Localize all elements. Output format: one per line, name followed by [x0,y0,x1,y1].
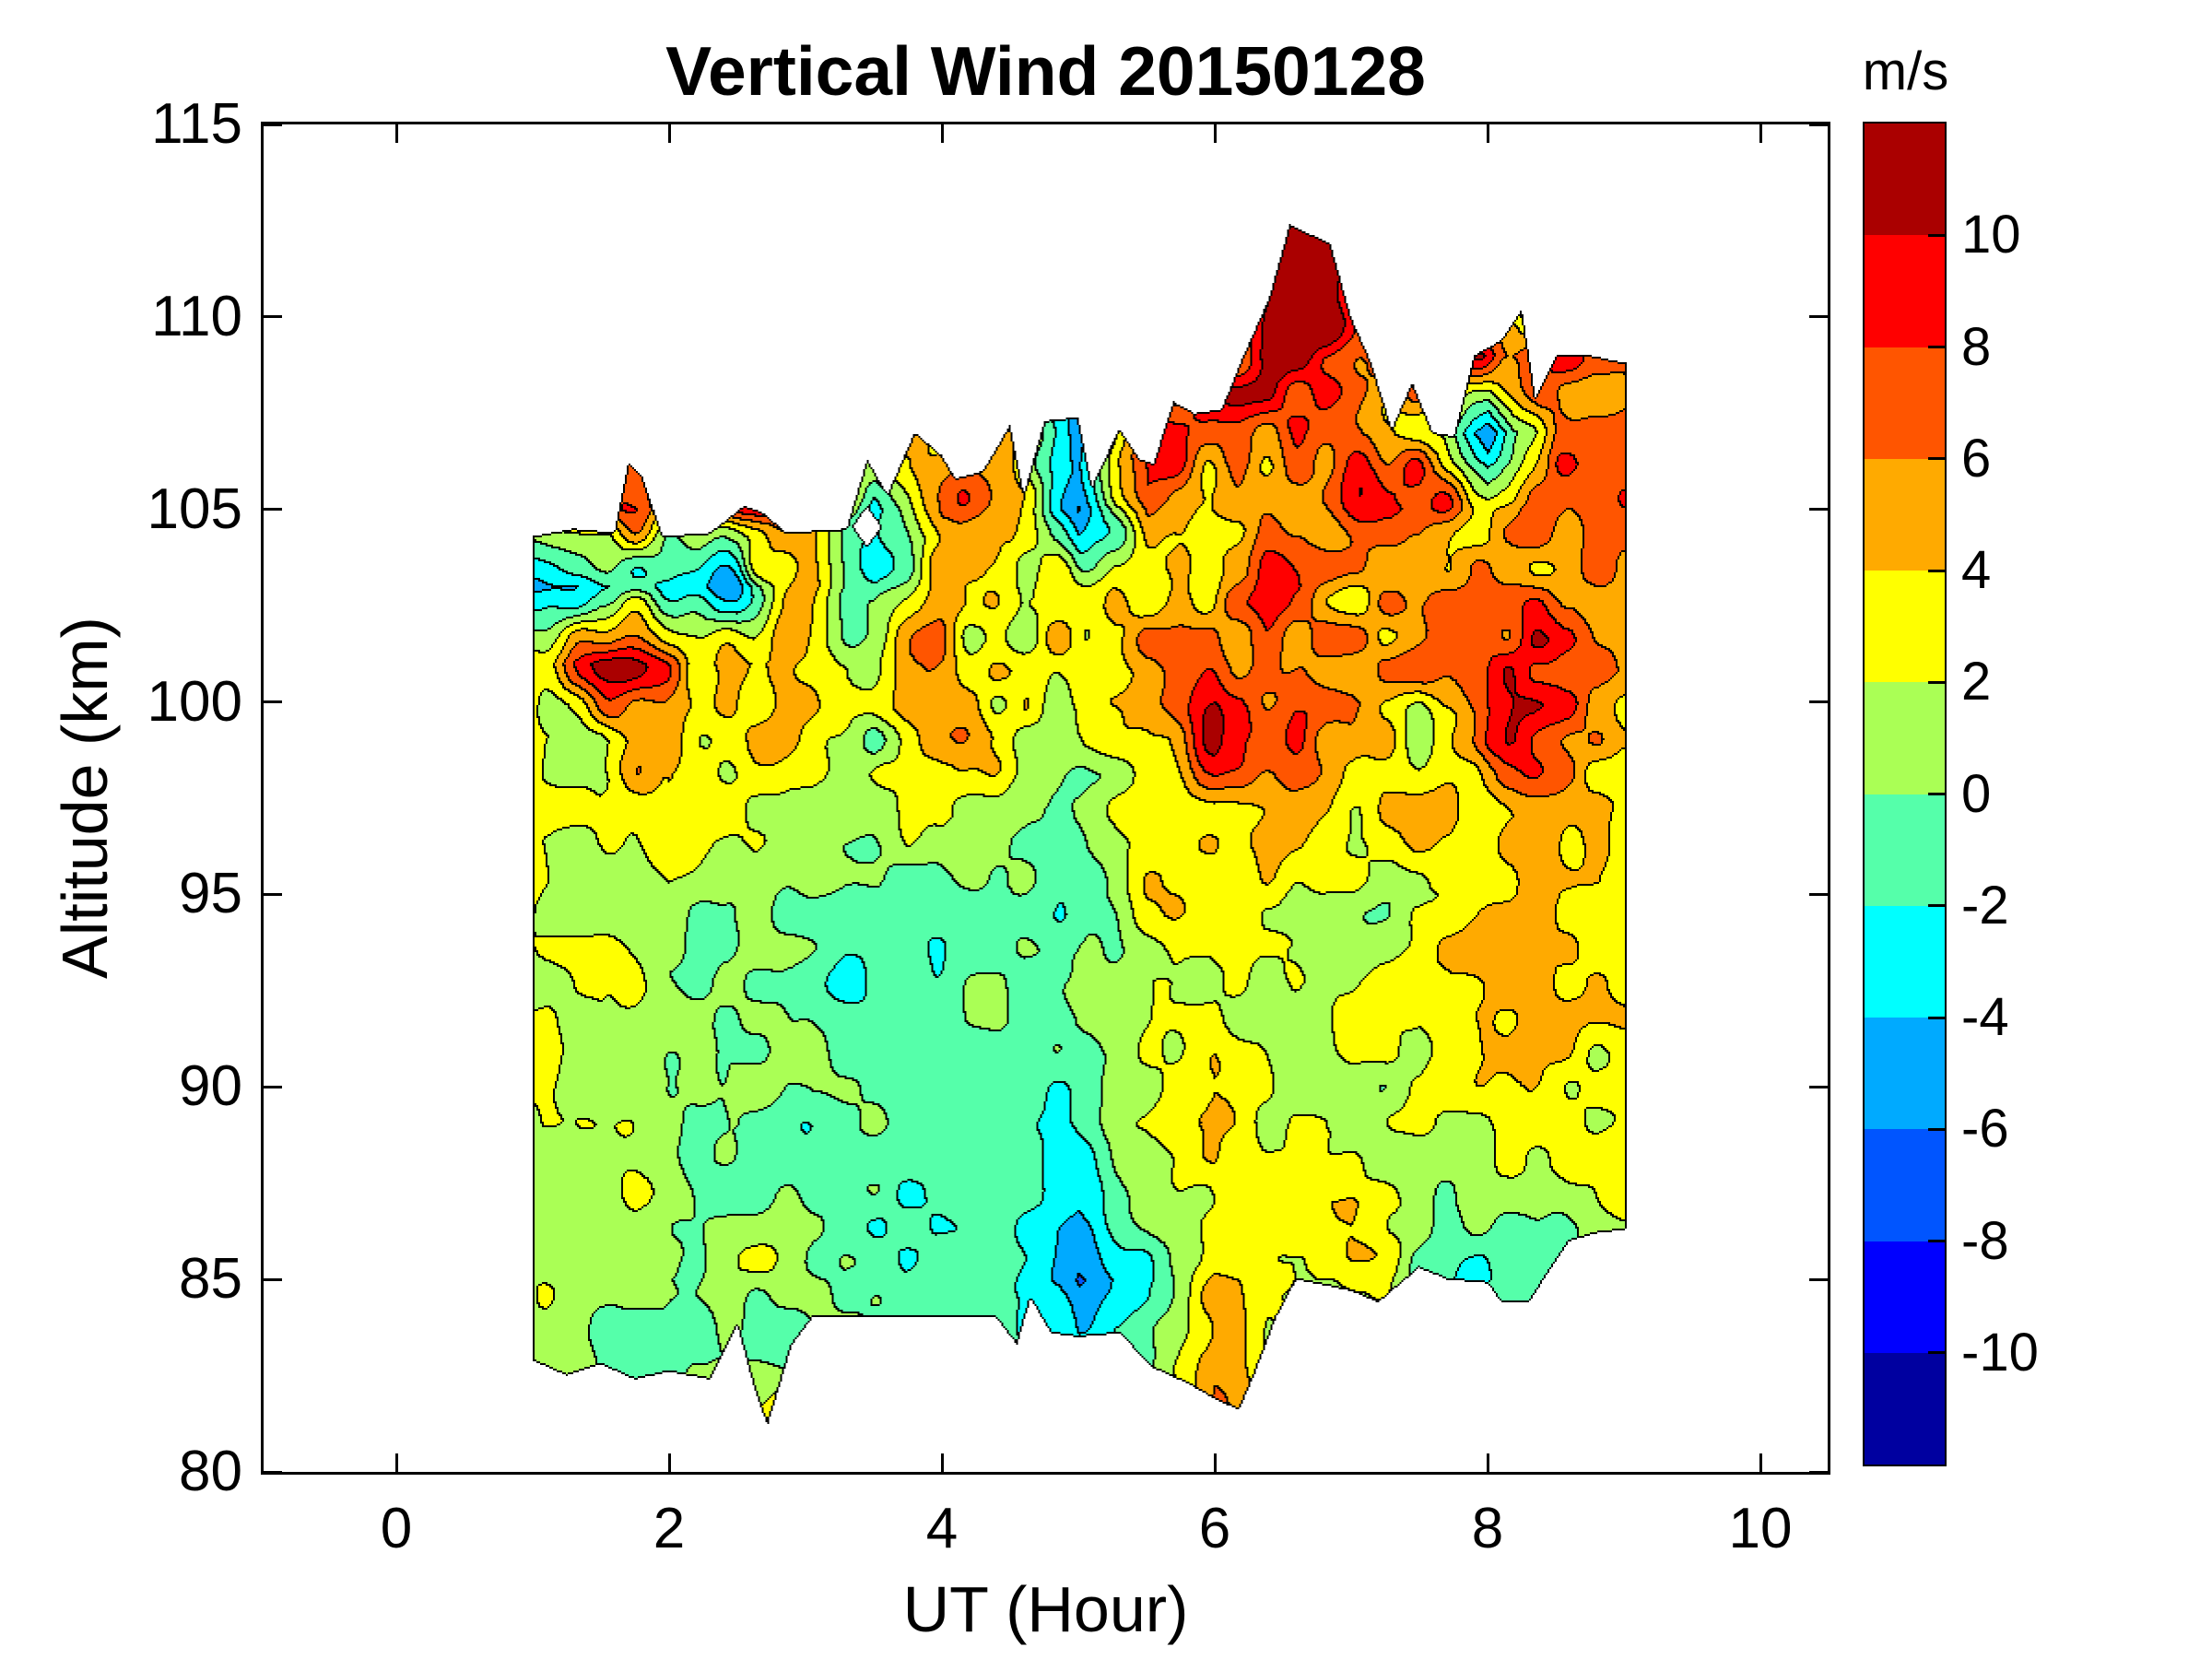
colorbar-segment [1865,458,1945,571]
x-tick-mark-top [394,124,398,143]
y-tick-mark-right [1809,892,1828,896]
colorbar-tick-mark [1928,793,1945,795]
colorbar-tick-mark [1928,1016,1945,1019]
colorbar-tick-mark [1928,1351,1945,1355]
x-axis-label: UT (Hour) [902,1573,1189,1645]
x-tick-mark [1759,1453,1762,1472]
y-tick-mark [264,315,282,319]
axes-box [261,122,1830,1475]
y-tick-mark [264,1470,282,1474]
colorbar-tick-label: 10 [1961,205,2021,265]
colorbar-segment [1865,905,1945,1018]
colorbar-tick-label: -6 [1961,1099,2009,1159]
x-tick-mark [940,1453,944,1472]
colorbar-tick-mark [1928,233,1945,237]
x-tick-mark-top [1213,124,1217,143]
y-tick-label: 80 [179,1440,242,1503]
y-tick-mark [264,700,282,704]
y-tick-mark-right [1809,123,1828,126]
y-tick-mark [264,123,282,126]
colorbar-segment [1865,1241,1945,1353]
x-tick-mark-top [940,124,944,143]
x-tick-label: 2 [653,1497,686,1560]
y-tick-mark-right [1809,1470,1828,1474]
colorbar-tick-mark [1928,1127,1945,1131]
colorbar-segment [1865,794,1945,906]
colorbar-tick-label: 2 [1961,652,1992,712]
chart-title: Vertical Wind 20150128 [665,32,1426,110]
colorbar-tick-mark [1928,457,1945,461]
y-tick-label: 100 [147,669,242,734]
x-tick-label: 4 [925,1497,959,1560]
y-tick-mark [264,508,282,512]
x-tick-mark [394,1453,398,1472]
colorbar-tick-mark [1928,1240,1945,1242]
y-tick-mark-right [1809,315,1828,319]
colorbar-segment [1865,1129,1945,1241]
x-tick-label: 8 [1471,1497,1504,1560]
colorbar-tick-label: 8 [1961,316,1992,377]
x-tick-mark-top [1759,124,1762,143]
x-tick-mark-top [1486,124,1489,143]
colorbar-segment [1865,124,1945,236]
colorbar [1863,122,1947,1466]
colorbar-tick-mark [1928,904,1945,908]
x-tick-mark [1486,1453,1489,1472]
x-tick-mark-top [667,124,671,143]
x-tick-label: 6 [1198,1497,1231,1560]
y-tick-label: 95 [179,862,242,926]
colorbar-segment [1865,571,1945,683]
colorbar-segment [1865,347,1945,459]
contour-plot-canvas [264,124,1828,1472]
colorbar-segment [1865,235,1945,347]
x-tick-mark [667,1453,671,1472]
y-tick-mark [264,892,282,896]
y-tick-mark [264,1085,282,1088]
colorbar-tick-mark [1928,680,1945,684]
colorbar-segment [1865,682,1945,794]
colorbar-tick-label: -10 [1961,1322,2039,1382]
colorbar-segment [1865,1018,1945,1130]
x-tick-label: 0 [380,1497,413,1560]
y-tick-mark-right [1809,508,1828,512]
x-tick-mark [1213,1453,1217,1472]
y-tick-mark [264,1277,282,1281]
colorbar-tick-label: 6 [1961,428,1992,488]
colorbar-tick-mark [1928,569,1945,572]
colorbar-tick-label: -4 [1961,987,2009,1047]
y-tick-label: 110 [151,284,242,348]
colorbar-tick-label: 0 [1961,763,1992,824]
y-tick-label: 115 [151,92,242,156]
colorbar-segment [1865,1352,1945,1465]
y-tick-label: 85 [179,1247,242,1312]
colorbar-tick-label: -8 [1961,1210,2009,1271]
y-tick-label: 105 [147,477,242,541]
y-tick-mark-right [1809,1085,1828,1088]
x-tick-label: 10 [1728,1497,1793,1560]
y-tick-label: 90 [179,1054,242,1119]
colorbar-unit-label: m/s [1862,41,1949,101]
colorbar-tick-label: 4 [1961,540,1992,600]
colorbar-tick-mark [1928,346,1945,348]
y-tick-mark-right [1809,700,1828,704]
y-tick-mark-right [1809,1277,1828,1281]
colorbar-tick-label: -2 [1961,875,2009,935]
